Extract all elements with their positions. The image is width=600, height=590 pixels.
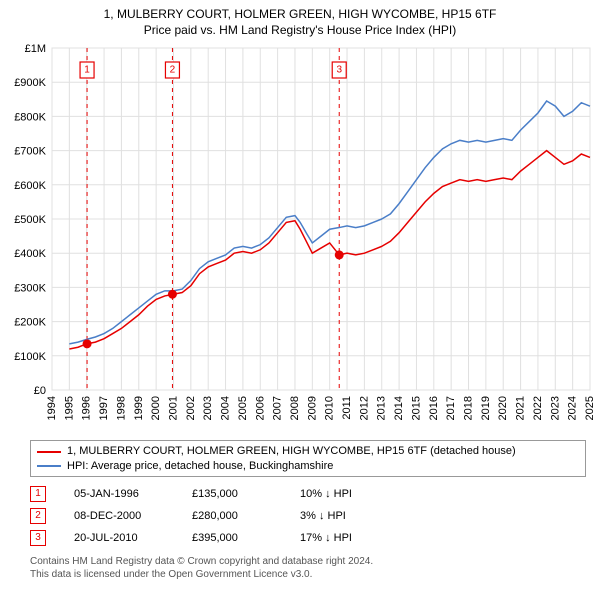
x-tick-label: 1997 — [98, 396, 110, 420]
x-tick-label: 1995 — [63, 396, 75, 420]
y-tick-label: £1M — [25, 43, 46, 55]
y-tick-label: £300K — [14, 283, 46, 295]
chart: £0 £100K £200K £300K £400K £500K £600K £700K £80… — [0, 40, 600, 440]
x-tick-label: 2015 — [410, 396, 422, 420]
x-tick-label: 1999 — [133, 396, 145, 420]
x-tick-label: 2001 — [167, 396, 179, 420]
x-tick-label: 2010 — [324, 396, 336, 420]
legend-row: HPI: Average price, detached house, Buck… — [37, 459, 579, 473]
legend-label: HPI: Average price, detached house, Buck… — [67, 459, 333, 473]
x-tick-label: 2008 — [289, 396, 301, 420]
sales-marker-box: 2 — [30, 508, 46, 524]
sales-diff: 3% ↓ HPI — [300, 510, 400, 522]
x-tick-label: 2019 — [480, 396, 492, 420]
x-tick-label: 2000 — [150, 396, 162, 420]
y-tick-label: £700K — [14, 146, 46, 158]
sales-diff: 10% ↓ HPI — [300, 488, 400, 500]
legend-label: 1, MULBERRY COURT, HOLMER GREEN, HIGH WY… — [67, 444, 516, 458]
x-tick-label: 2024 — [567, 396, 579, 420]
sales-row: 2 08-DEC-2000 £280,000 3% ↓ HPI — [30, 505, 586, 527]
sales-date: 05-JAN-1996 — [74, 488, 164, 500]
sales-diff: 17% ↓ HPI — [300, 532, 400, 544]
x-tick-label: 2014 — [393, 396, 405, 420]
x-tick-label: 2021 — [515, 396, 527, 420]
x-tick-label: 2016 — [428, 396, 440, 420]
x-tick-label: 2005 — [237, 396, 249, 420]
chart-svg: £0 £100K £200K £300K £400K £500K £600K £700K £80… — [0, 40, 600, 440]
x-tick-label: 2004 — [220, 396, 232, 420]
sale-marker-number: 3 — [336, 65, 342, 76]
sale-point — [335, 251, 344, 260]
y-tick-label: £900K — [14, 78, 46, 90]
x-tick-label: 2013 — [376, 396, 388, 420]
legend-swatch — [37, 465, 61, 467]
sales-price: £280,000 — [192, 510, 272, 522]
x-tick-label: 2025 — [584, 396, 596, 420]
y-tick-label: £100K — [14, 351, 46, 363]
footer: Contains HM Land Registry data © Crown c… — [30, 555, 586, 581]
x-tick-label: 2018 — [463, 396, 475, 420]
sales-date: 08-DEC-2000 — [74, 510, 164, 522]
sales-price: £395,000 — [192, 532, 272, 544]
footer-line-1: Contains HM Land Registry data © Crown c… — [30, 555, 586, 568]
y-tick-label: £0 — [34, 385, 46, 397]
sale-point — [168, 290, 177, 299]
x-tick-label: 2007 — [272, 396, 284, 420]
page: 1, MULBERRY COURT, HOLMER GREEN, HIGH WY… — [0, 0, 600, 581]
sales-row: 1 05-JAN-1996 £135,000 10% ↓ HPI — [30, 483, 586, 505]
y-tick-label: £500K — [14, 214, 46, 226]
x-tick-label: 1996 — [81, 396, 93, 420]
title-line-1: 1, MULBERRY COURT, HOLMER GREEN, HIGH WY… — [4, 6, 596, 22]
legend-row: 1, MULBERRY COURT, HOLMER GREEN, HIGH WY… — [37, 444, 579, 458]
legend-swatch — [37, 451, 61, 453]
x-tick-label: 2009 — [306, 396, 318, 420]
sale-point — [83, 340, 92, 349]
x-tick-label: 1994 — [46, 396, 58, 420]
sales-marker-box: 1 — [30, 486, 46, 502]
title-block: 1, MULBERRY COURT, HOLMER GREEN, HIGH WY… — [0, 0, 600, 40]
x-tick-label: 2011 — [341, 396, 353, 420]
x-tick-label: 2002 — [185, 396, 197, 420]
x-tick-label: 2017 — [445, 396, 457, 420]
legend: 1, MULBERRY COURT, HOLMER GREEN, HIGH WY… — [30, 440, 586, 477]
y-tick-label: £200K — [14, 317, 46, 329]
sales-price: £135,000 — [192, 488, 272, 500]
sales-marker-box: 3 — [30, 530, 46, 546]
y-tick-label: £800K — [14, 112, 46, 124]
x-tick-label: 2022 — [532, 396, 544, 420]
x-tick-label: 2006 — [254, 396, 266, 420]
x-tick-label: 2020 — [497, 396, 509, 420]
x-tick-label: 2012 — [358, 396, 370, 420]
x-tick-label: 1998 — [115, 396, 127, 420]
sale-marker-number: 1 — [84, 65, 90, 76]
sale-marker-number: 2 — [170, 65, 176, 76]
x-tick-label: 2003 — [202, 396, 214, 420]
sales-table: 1 05-JAN-1996 £135,000 10% ↓ HPI 2 08-DEC-200… — [30, 483, 586, 549]
y-tick-label: £400K — [14, 249, 46, 261]
sales-row: 3 20-JUL-2010 £395,000 17% ↓ HPI — [30, 527, 586, 549]
title-line-2: Price paid vs. HM Land Registry's House … — [4, 22, 596, 38]
footer-line-2: This data is licensed under the Open Gov… — [30, 568, 586, 581]
sales-date: 20-JUL-2010 — [74, 532, 164, 544]
y-tick-label: £600K — [14, 180, 46, 192]
x-tick-label: 2023 — [549, 396, 561, 420]
